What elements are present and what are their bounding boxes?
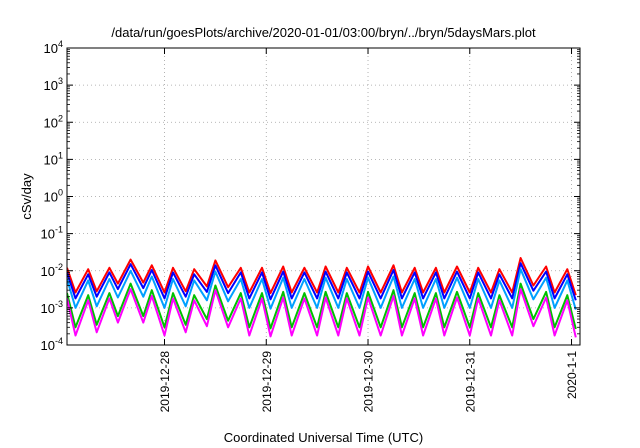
axes bbox=[66, 47, 581, 346]
series-line-3 bbox=[67, 268, 577, 310]
y-tick-label: 104 bbox=[44, 39, 63, 56]
x-tick-label: 2019-12-29 bbox=[260, 351, 274, 413]
x-tick-label: 2020-1-1 bbox=[565, 351, 579, 399]
chart-title: /data/run/goesPlots/archive/2020-01-01/0… bbox=[111, 25, 536, 40]
series-line-4 bbox=[67, 282, 577, 330]
series-line-2 bbox=[67, 262, 577, 301]
y-tick-label: 101 bbox=[44, 150, 63, 167]
x-tick-label: 2019-12-30 bbox=[362, 351, 376, 413]
y-tick-label: 10-4 bbox=[41, 336, 63, 353]
y-axis-label: cSv/day bbox=[19, 173, 34, 220]
x-axis-label: Coordinated Universal Time (UTC) bbox=[224, 430, 423, 445]
series-layer bbox=[67, 257, 577, 338]
y-tick-labels: 10-4 10-3 10-2 10-1 100 101 102 103 104 bbox=[41, 39, 63, 353]
y-tick-label: 10-3 bbox=[41, 299, 63, 316]
plot-frame bbox=[66, 47, 581, 346]
x-tick-label: 2019-12-31 bbox=[463, 351, 477, 413]
x-tick-labels: 2019-12-28 2019-12-29 2019-12-30 2019-12-31… bbox=[158, 351, 579, 413]
x-tick-label: 2019-12-28 bbox=[158, 351, 172, 413]
series-line-1 bbox=[67, 257, 577, 296]
y-tick-label: 102 bbox=[44, 113, 63, 130]
y-tick-label: 10-1 bbox=[41, 225, 63, 242]
series-line-5 bbox=[67, 288, 577, 338]
y-tick-label: 100 bbox=[44, 188, 63, 205]
y-tick-label: 10-2 bbox=[41, 262, 63, 279]
y-tick-label: 103 bbox=[44, 76, 63, 93]
